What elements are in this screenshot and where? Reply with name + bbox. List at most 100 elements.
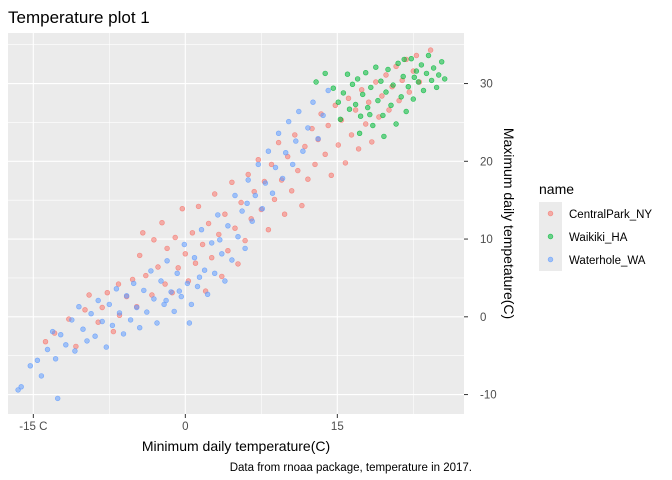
data-point	[252, 192, 259, 199]
data-point	[413, 52, 420, 59]
data-point	[378, 78, 384, 84]
data-point	[385, 66, 391, 73]
data-point	[386, 107, 392, 113]
data-point	[219, 273, 225, 280]
data-point	[175, 265, 181, 271]
data-point	[363, 69, 369, 76]
data-point	[34, 357, 41, 363]
data-point	[373, 64, 379, 70]
data-point	[322, 70, 328, 77]
data-point	[143, 272, 149, 279]
data-point	[73, 343, 79, 350]
data-point	[57, 332, 64, 338]
data-point	[219, 251, 225, 257]
data-point	[269, 190, 276, 196]
y-tick-label: 10	[480, 234, 493, 246]
data-point	[172, 234, 178, 241]
y-tick-label: -10	[480, 390, 497, 402]
data-point	[401, 56, 407, 63]
data-point	[400, 73, 406, 80]
data-point	[325, 87, 331, 94]
plot-panel	[8, 33, 464, 414]
data-point	[428, 77, 435, 84]
data-point	[49, 328, 56, 335]
data-point	[109, 322, 116, 329]
data-point	[360, 91, 366, 98]
data-point	[116, 310, 123, 316]
data-point	[415, 79, 422, 85]
data-point	[69, 317, 75, 323]
data-point	[82, 307, 88, 313]
data-point	[320, 112, 326, 119]
x-axis-label: Minimum daily temperature(C)	[142, 438, 330, 454]
data-point	[163, 297, 169, 304]
data-point	[239, 208, 245, 214]
data-point	[418, 62, 425, 68]
data-point	[159, 220, 165, 226]
data-point	[104, 290, 111, 296]
data-point	[192, 260, 199, 266]
data-point	[242, 245, 248, 252]
data-point	[300, 148, 306, 154]
data-point	[367, 111, 373, 118]
data-point	[235, 234, 241, 240]
data-point	[182, 251, 189, 257]
data-point	[375, 97, 381, 104]
chart-caption: Data from rnoaa package, temperature in …	[230, 462, 472, 474]
data-point	[245, 171, 251, 178]
data-point	[123, 293, 130, 299]
data-point	[154, 320, 160, 326]
data-point	[140, 230, 146, 236]
legend-key-marker	[547, 233, 554, 240]
data-points	[15, 47, 448, 402]
x-axis-ticks: -15 C 0 15	[19, 414, 344, 433]
data-point	[322, 151, 328, 158]
data-point	[181, 241, 188, 248]
legend-key-marker	[547, 210, 554, 217]
data-point	[425, 52, 432, 59]
legend: name CentralPark_NY Waikiki_HA Waterhole_W…	[539, 181, 652, 271]
data-point	[406, 89, 412, 95]
data-point	[72, 348, 78, 354]
data-point	[411, 74, 417, 81]
data-point	[365, 104, 371, 111]
data-point	[164, 245, 170, 252]
data-point	[186, 320, 193, 326]
data-point	[189, 230, 196, 236]
data-point	[398, 94, 404, 100]
data-point	[148, 268, 154, 274]
data-point	[355, 146, 362, 152]
data-point	[427, 47, 434, 53]
data-point	[295, 167, 301, 174]
data-point	[335, 99, 341, 105]
data-point	[363, 121, 369, 127]
data-point	[144, 309, 150, 315]
data-point	[84, 338, 90, 344]
data-point	[305, 176, 311, 182]
data-point	[106, 301, 113, 308]
data-point	[76, 304, 82, 310]
data-point	[232, 192, 238, 199]
y-axis-label: Maximum daily tempetature(C)	[501, 128, 517, 319]
data-point	[315, 136, 321, 142]
data-point	[155, 264, 161, 270]
data-point	[296, 108, 302, 115]
data-point	[413, 68, 420, 74]
data-point	[184, 280, 191, 287]
legend-label: CentralPark_NY	[569, 209, 652, 221]
data-point	[395, 60, 401, 66]
data-point	[337, 116, 344, 123]
data-point	[95, 297, 101, 304]
data-point	[430, 65, 437, 71]
data-point	[242, 237, 248, 244]
data-point	[286, 118, 292, 125]
data-point	[103, 344, 110, 350]
data-point	[423, 70, 430, 77]
data-point	[225, 248, 231, 254]
data-point	[245, 177, 251, 183]
data-point	[158, 278, 164, 284]
data-point	[279, 175, 286, 182]
data-point	[92, 333, 98, 339]
data-point	[209, 240, 215, 246]
data-point	[174, 270, 180, 276]
